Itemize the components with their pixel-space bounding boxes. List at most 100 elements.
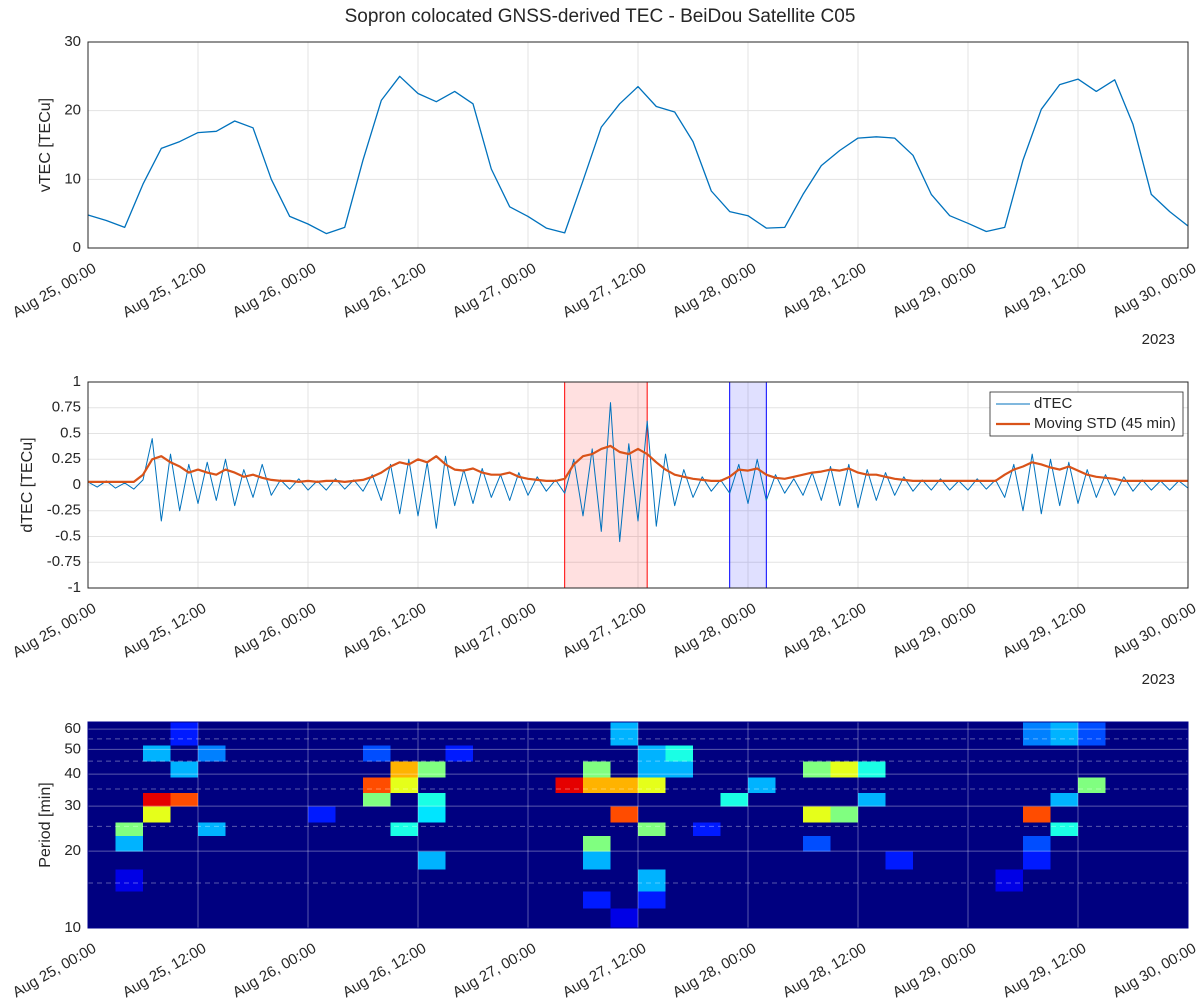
heat-cell bbox=[253, 869, 282, 892]
heat-cell bbox=[665, 890, 694, 909]
heat-cell bbox=[638, 869, 667, 892]
heat-cell bbox=[555, 722, 584, 746]
heat-cell bbox=[88, 806, 117, 823]
heat-cell bbox=[115, 806, 144, 823]
heat-cell bbox=[638, 821, 667, 837]
heat-cell bbox=[555, 761, 584, 778]
heat-cell bbox=[1023, 792, 1052, 807]
heat-cell bbox=[638, 776, 667, 793]
heat-cell bbox=[335, 722, 364, 746]
y-tick-label: 0.25 bbox=[52, 450, 81, 467]
heat-cell bbox=[225, 761, 254, 778]
heat-cell bbox=[1133, 792, 1162, 807]
heat-cell bbox=[995, 907, 1024, 929]
heat-cell bbox=[1160, 776, 1189, 793]
heat-cell bbox=[1050, 776, 1079, 793]
heat-cell bbox=[418, 806, 447, 823]
heat-cell bbox=[583, 835, 612, 852]
heat-cell bbox=[528, 776, 557, 793]
heat-cell bbox=[885, 761, 914, 778]
heat-cell bbox=[968, 806, 997, 823]
heat-cell bbox=[363, 806, 392, 823]
heat-cell bbox=[528, 907, 557, 929]
heat-cell bbox=[1023, 907, 1052, 929]
x-tick-label: Aug 28, 00:00 bbox=[670, 600, 759, 661]
heat-cell bbox=[885, 890, 914, 909]
heat-cell bbox=[143, 890, 172, 909]
heat-cell bbox=[253, 776, 282, 793]
heat-cell bbox=[253, 806, 282, 823]
heat-cell bbox=[610, 890, 639, 909]
heat-cell bbox=[885, 907, 914, 929]
heat-cell bbox=[143, 722, 172, 746]
heat-cell bbox=[363, 851, 392, 870]
heat-cell bbox=[390, 890, 419, 909]
heat-cell bbox=[390, 745, 419, 762]
heat-cell bbox=[803, 806, 832, 823]
heat-cell bbox=[198, 761, 227, 778]
heat-cell bbox=[363, 745, 392, 762]
heat-cell bbox=[1133, 835, 1162, 852]
heat-cell bbox=[693, 761, 722, 778]
legend-label: Moving STD (45 min) bbox=[1034, 415, 1176, 432]
y-tick-label: 60 bbox=[64, 720, 81, 737]
heat-cell bbox=[418, 851, 447, 870]
year-label: 2023 bbox=[1142, 331, 1175, 348]
heat-cell bbox=[115, 776, 144, 793]
heat-cell bbox=[88, 890, 117, 909]
heat-cell bbox=[858, 869, 887, 892]
heat-cell bbox=[253, 722, 282, 746]
y-tick-label: 30 bbox=[64, 797, 81, 814]
heat-cell bbox=[445, 890, 474, 909]
heat-cell bbox=[473, 851, 502, 870]
heat-cell bbox=[913, 722, 942, 746]
heat-cell bbox=[418, 792, 447, 807]
heat-cell bbox=[335, 806, 364, 823]
heat-cell bbox=[170, 890, 199, 909]
heat-cell bbox=[748, 761, 777, 778]
heat-cell bbox=[1078, 761, 1107, 778]
heat-cell bbox=[995, 890, 1024, 909]
heat-cell bbox=[775, 890, 804, 909]
heat-cell bbox=[803, 869, 832, 892]
heat-cell bbox=[693, 745, 722, 762]
heat-cell bbox=[280, 722, 309, 746]
heat-cell bbox=[225, 821, 254, 837]
heat-cell bbox=[610, 821, 639, 837]
heat-cell bbox=[1023, 745, 1052, 762]
heat-cell bbox=[858, 745, 887, 762]
heat-cell bbox=[1050, 761, 1079, 778]
heat-cell bbox=[1050, 792, 1079, 807]
data-line bbox=[87, 402, 1189, 543]
heat-cell bbox=[363, 890, 392, 909]
heat-cell bbox=[583, 869, 612, 892]
y-tick-label: -0.5 bbox=[55, 527, 81, 544]
x-tick-label: Aug 27, 12:00 bbox=[560, 260, 649, 321]
heat-cell bbox=[473, 835, 502, 852]
heat-cell bbox=[748, 806, 777, 823]
heat-cell bbox=[1078, 851, 1107, 870]
heat-cell bbox=[473, 745, 502, 762]
heat-cell bbox=[170, 806, 199, 823]
heat-cell bbox=[583, 890, 612, 909]
heat-cell bbox=[803, 745, 832, 762]
heat-cell bbox=[1105, 890, 1134, 909]
heat-cell bbox=[885, 835, 914, 852]
heat-cell bbox=[995, 761, 1024, 778]
heat-cell bbox=[528, 890, 557, 909]
heat-cell bbox=[555, 907, 584, 929]
heat-cell bbox=[528, 835, 557, 852]
heat-cell bbox=[665, 907, 694, 929]
x-tick-label: Aug 28, 12:00 bbox=[780, 600, 869, 661]
heat-cell bbox=[1160, 890, 1189, 909]
highlight-span bbox=[564, 381, 648, 589]
heat-cell bbox=[528, 722, 557, 746]
x-tick-label: Aug 28, 12:00 bbox=[780, 940, 869, 1001]
heat-cell bbox=[638, 761, 667, 778]
heat-cell bbox=[830, 869, 859, 892]
heat-cell bbox=[170, 907, 199, 929]
heat-cell bbox=[88, 792, 117, 807]
heat-cell bbox=[280, 851, 309, 870]
heat-cell bbox=[803, 907, 832, 929]
